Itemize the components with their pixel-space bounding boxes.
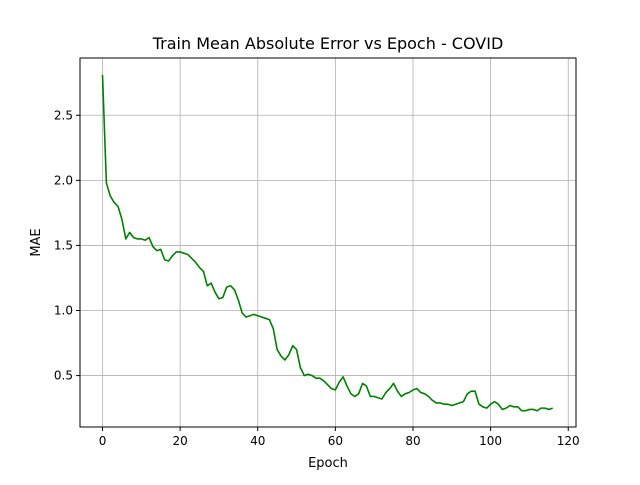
series-layer xyxy=(101,74,553,412)
ticks: 0 20 40 60 80 100 120 0.5 1.0 1.5 2.0 2.5 xyxy=(54,108,580,448)
x-tick-label: 80 xyxy=(405,434,420,448)
y-tick-label: 2.0 xyxy=(54,173,73,187)
x-tick-label: 100 xyxy=(479,434,502,448)
y-tick-label: 2.5 xyxy=(54,108,73,122)
x-tick-label: 40 xyxy=(250,434,265,448)
y-tick-label: 0.5 xyxy=(54,369,73,383)
series-line xyxy=(101,74,553,412)
y-tick-label: 1.0 xyxy=(54,304,73,318)
x-tick-label: 60 xyxy=(328,434,343,448)
x-tick-label: 20 xyxy=(172,434,187,448)
x-tick-label: 0 xyxy=(99,434,107,448)
chart-title: Train Mean Absolute Error vs Epoch - COV… xyxy=(152,34,504,53)
x-tick-label: 120 xyxy=(557,434,580,448)
x-axis-label: Epoch xyxy=(308,456,348,471)
grid xyxy=(80,58,576,427)
y-tick-label: 1.5 xyxy=(54,238,73,252)
y-axis-label: MAE xyxy=(29,228,44,256)
plot-frame xyxy=(79,57,577,428)
